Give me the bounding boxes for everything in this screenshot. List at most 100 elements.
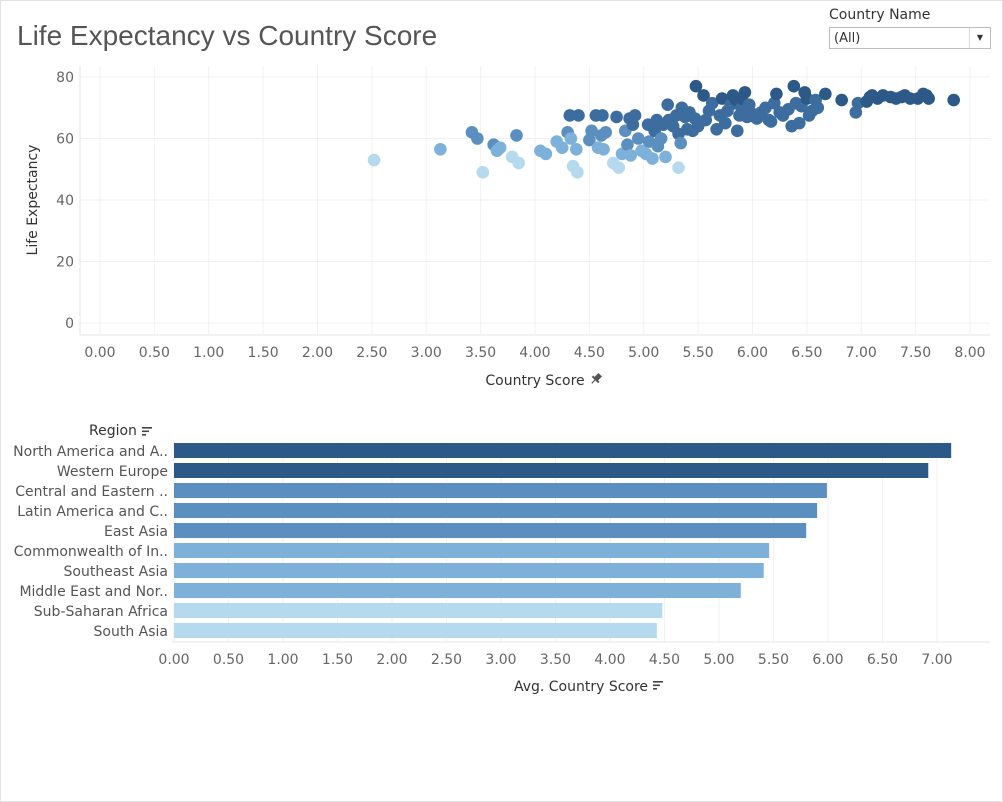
bar-mark[interactable]: [174, 463, 929, 478]
scatter-point[interactable]: [819, 87, 832, 101]
scatter-x-tick-label: 1.50: [248, 345, 279, 361]
scatter-point[interactable]: [697, 89, 710, 102]
dashboard-title: Life Expectancy vs Country Score: [17, 20, 438, 51]
region-label[interactable]: Southeast Asia: [64, 564, 168, 580]
scatter-point[interactable]: [730, 124, 744, 138]
scatter-point[interactable]: [661, 98, 674, 111]
bar-category-labels: North America and A.. Western Europe Centr…: [13, 444, 168, 640]
bar-x-tick-label: 6.00: [812, 652, 843, 668]
scatter-point[interactable]: [367, 153, 381, 167]
scatter-point[interactable]: [792, 116, 806, 130]
country-name-dropdown[interactable]: (All) ▼: [829, 27, 991, 49]
scatter-y-tick-label: 60: [56, 132, 74, 148]
scatter-point[interactable]: [835, 93, 848, 107]
bar-x-tick-label: 1.00: [267, 652, 298, 668]
bar-mark[interactable]: [174, 563, 764, 578]
scatter-point[interactable]: [539, 147, 553, 161]
scatter-point[interactable]: [599, 126, 612, 139]
scatter-point[interactable]: [621, 138, 634, 151]
bar-x-tick-label: 6.50: [867, 652, 898, 668]
scatter-point[interactable]: [770, 87, 783, 101]
scatter-point[interactable]: [555, 141, 569, 155]
scatter-point[interactable]: [715, 92, 729, 105]
region-label[interactable]: Central and Eastern ..: [15, 484, 168, 500]
pin-icon[interactable]: [589, 372, 604, 387]
region-label[interactable]: Sub-Saharan Africa: [34, 604, 168, 620]
bar-mark[interactable]: [174, 523, 807, 538]
scatter-point[interactable]: [738, 86, 752, 99]
scatter-point[interactable]: [705, 96, 719, 110]
region-column-header[interactable]: Region: [89, 423, 137, 439]
region-label[interactable]: South Asia: [94, 624, 168, 640]
scatter-point[interactable]: [476, 166, 490, 179]
bar-x-tick-label: 4.00: [594, 652, 625, 668]
scatter-point[interactable]: [597, 142, 610, 156]
scatter-point[interactable]: [512, 156, 525, 170]
scatter-y-tick-label: 20: [56, 255, 74, 271]
sort-icon[interactable]: [653, 681, 663, 690]
scatter-point[interactable]: [610, 110, 623, 124]
scatter-point[interactable]: [572, 109, 585, 122]
bar-mark[interactable]: [174, 483, 827, 498]
scatter-point[interactable]: [764, 115, 778, 128]
scatter-point[interactable]: [624, 149, 637, 162]
bar-mark[interactable]: [174, 623, 657, 638]
bar-x-tick-label: 4.50: [649, 652, 680, 668]
scatter-y-tick-label: 40: [56, 193, 74, 209]
filter-value: (All): [834, 31, 861, 46]
region-label[interactable]: Commonwealth of In..: [14, 544, 168, 560]
scatter-x-tick-label: 1.00: [193, 345, 224, 361]
scatter-x-tick-label: 6.00: [737, 345, 768, 361]
bar-mark[interactable]: [174, 503, 818, 518]
scatter-point[interactable]: [922, 92, 935, 105]
scatter-point[interactable]: [947, 93, 960, 107]
region-label[interactable]: East Asia: [104, 524, 168, 540]
scatter-y-axis-title: Life Expectancy: [25, 145, 41, 256]
scatter-point[interactable]: [689, 79, 703, 93]
scatter-point[interactable]: [571, 166, 584, 179]
region-label[interactable]: Latin America and C..: [17, 504, 168, 520]
scatter-point[interactable]: [672, 161, 685, 175]
sort-icon[interactable]: [142, 427, 152, 436]
scatter-point[interactable]: [710, 122, 723, 136]
scatter-point[interactable]: [596, 109, 609, 122]
bar-x-tick-label: 0.00: [158, 652, 189, 668]
bar-x-tick-label: 3.00: [485, 652, 516, 668]
region-label[interactable]: Middle East and Nor..: [19, 584, 168, 600]
bar-marks: [174, 443, 952, 638]
scatter-point[interactable]: [585, 124, 598, 138]
scatter-point[interactable]: [719, 116, 732, 130]
dropdown-arrow-icon[interactable]: ▼: [969, 28, 990, 48]
bar-mark[interactable]: [174, 443, 952, 458]
scatter-point[interactable]: [510, 129, 523, 142]
scatter-point[interactable]: [787, 79, 801, 93]
bar-x-tick-label: 5.00: [703, 652, 734, 668]
scatter-point[interactable]: [632, 132, 645, 145]
region-label[interactable]: Western Europe: [57, 464, 168, 480]
bar-x-axis-title: Avg. Country Score: [514, 679, 648, 695]
scatter-point[interactable]: [659, 150, 672, 164]
country-name-filter[interactable]: Country Name (All) ▼: [829, 7, 991, 49]
scatter-point[interactable]: [493, 141, 507, 155]
scatter-point[interactable]: [564, 132, 578, 145]
bar-mark[interactable]: [174, 543, 770, 558]
scatter-point[interactable]: [570, 142, 583, 156]
scatter-x-tick-label: 4.00: [519, 345, 550, 361]
scatter-point[interactable]: [811, 101, 825, 115]
scatter-point[interactable]: [434, 142, 447, 156]
bar-x-tick-label: 0.50: [213, 652, 244, 668]
scatter-y-tick-labels: 0 20 40 60 80: [56, 70, 74, 332]
scatter-point[interactable]: [674, 136, 688, 150]
scatter-point[interactable]: [563, 109, 577, 122]
scatter-point[interactable]: [654, 132, 668, 145]
scatter-x-tick-label: 0.50: [139, 345, 170, 361]
scatter-point[interactable]: [612, 161, 626, 175]
region-label[interactable]: North America and A..: [13, 444, 168, 460]
scatter-point[interactable]: [628, 109, 642, 122]
bar-mark[interactable]: [174, 603, 663, 618]
bar-mark[interactable]: [174, 583, 741, 598]
scatter-point[interactable]: [471, 132, 484, 145]
scatter-point[interactable]: [646, 152, 659, 165]
scatter-x-tick-label: 3.00: [411, 345, 442, 361]
